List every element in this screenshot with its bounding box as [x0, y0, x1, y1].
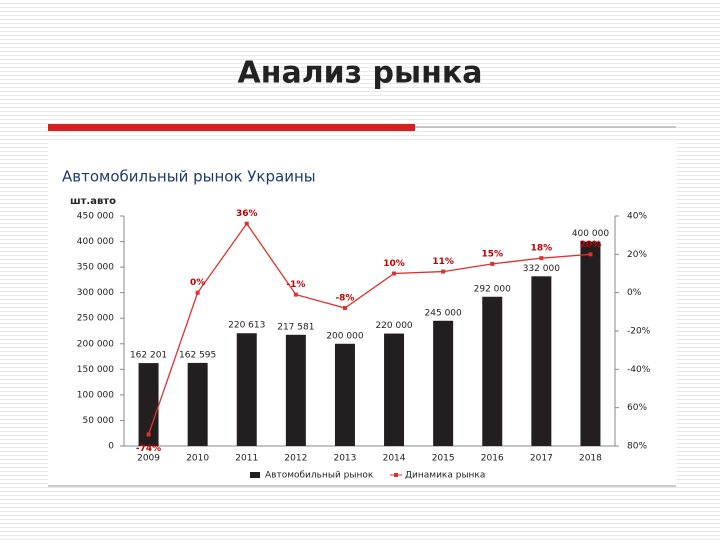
x-tick-label: 2011: [235, 454, 258, 464]
bar-value-label: 200 000: [326, 331, 363, 341]
x-tick-label: 2010: [186, 454, 209, 464]
line-value-label: 18%: [531, 244, 553, 254]
bar: [334, 343, 355, 446]
line-value-label: -8%: [335, 294, 354, 304]
x-tick-label: 2012: [284, 454, 307, 464]
x-tick-label: 2015: [432, 454, 455, 464]
bar-value-label: 332 000: [523, 264, 560, 274]
y2-tick-label: 80%: [627, 442, 647, 452]
line-marker: [244, 221, 249, 226]
y-axis-label: шт.авто: [70, 196, 116, 207]
x-tick-label: 2017: [530, 454, 553, 464]
x-tick-label: 2013: [333, 454, 356, 464]
bar: [384, 333, 405, 446]
bar-value-label: 245 000: [425, 308, 462, 318]
line-value-label: -1%: [286, 280, 305, 290]
y2-tick-label: 0%: [627, 288, 642, 298]
line-value-label: 0%: [190, 278, 205, 288]
bar: [433, 320, 454, 446]
legend-swatch: [250, 472, 260, 478]
bar-value-label: 162 595: [179, 350, 216, 360]
bar: [236, 333, 257, 446]
line-marker: [195, 290, 200, 295]
bar-value-label: 400 000: [572, 229, 609, 239]
y-tick-label: 200 000: [77, 339, 114, 349]
x-tick-label: 2014: [383, 454, 406, 464]
chart-title: Автомобильный рынок Украины: [62, 168, 316, 186]
y-tick-label: 50 000: [83, 416, 115, 426]
line-marker: [342, 306, 347, 310]
x-tick-label: 2009: [137, 454, 160, 464]
y-tick-label: 400 000: [77, 237, 114, 247]
y-tick-label: 300 000: [77, 288, 114, 298]
y-tick-label: 350 000: [77, 263, 114, 273]
y-tick-label: 150 000: [77, 365, 114, 375]
bar: [138, 363, 159, 446]
y2-tick-label: -40%: [627, 365, 651, 375]
y-tick-label: 250 000: [77, 314, 114, 324]
bar-value-label: 220 613: [228, 321, 265, 331]
bar: [285, 334, 306, 446]
line-value-label: 36%: [236, 209, 258, 219]
y2-tick-label: -20%: [627, 327, 651, 337]
y2-tick-label: 20%: [627, 250, 647, 260]
line-value-label: 10%: [383, 259, 405, 269]
line-marker: [392, 271, 397, 276]
y2-tick-label: 60%: [627, 403, 647, 413]
y2-tick-label: 40%: [627, 212, 647, 222]
legend-label: Динамика рынка: [405, 471, 485, 481]
legend-label: Автомобильный рынок: [265, 471, 374, 481]
bar-value-label: 162 201: [130, 351, 167, 361]
legend-swatch: [394, 473, 398, 477]
line-value-label: 11%: [432, 257, 454, 267]
line-marker: [539, 256, 544, 261]
line-marker: [293, 292, 298, 297]
line-marker: [490, 261, 495, 266]
bar: [187, 362, 208, 446]
line-value-label: 20%: [580, 240, 602, 250]
y-tick-label: 0: [108, 442, 114, 452]
accent-bar: [48, 124, 415, 131]
line-value-label: 15%: [481, 249, 503, 259]
line-marker: [441, 269, 446, 274]
bar: [580, 241, 601, 446]
x-tick-label: 2018: [579, 454, 602, 464]
x-tick-label: 2016: [481, 454, 504, 464]
slide-title: Анализ рынка: [238, 56, 483, 91]
bar-value-label: 217 581: [277, 322, 314, 332]
bar-value-label: 220 000: [375, 321, 412, 331]
bar-value-label: 292 000: [474, 284, 511, 294]
bar: [531, 276, 552, 446]
line-value-label: -74%: [136, 444, 161, 454]
y-tick-label: 100 000: [77, 390, 114, 400]
line: [147, 222, 591, 435]
line-marker: [146, 432, 151, 437]
y-tick-label: 450 000: [77, 212, 114, 222]
line-marker: [588, 252, 593, 257]
bar: [482, 296, 503, 446]
